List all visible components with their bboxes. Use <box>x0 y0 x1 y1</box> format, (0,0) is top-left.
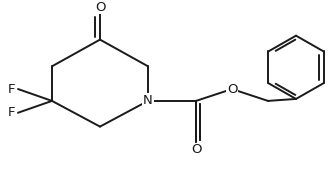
Text: O: O <box>95 1 105 14</box>
Text: F: F <box>8 106 15 119</box>
Text: F: F <box>8 83 15 96</box>
Text: O: O <box>227 83 237 96</box>
Text: N: N <box>143 94 153 107</box>
Text: O: O <box>191 143 201 156</box>
